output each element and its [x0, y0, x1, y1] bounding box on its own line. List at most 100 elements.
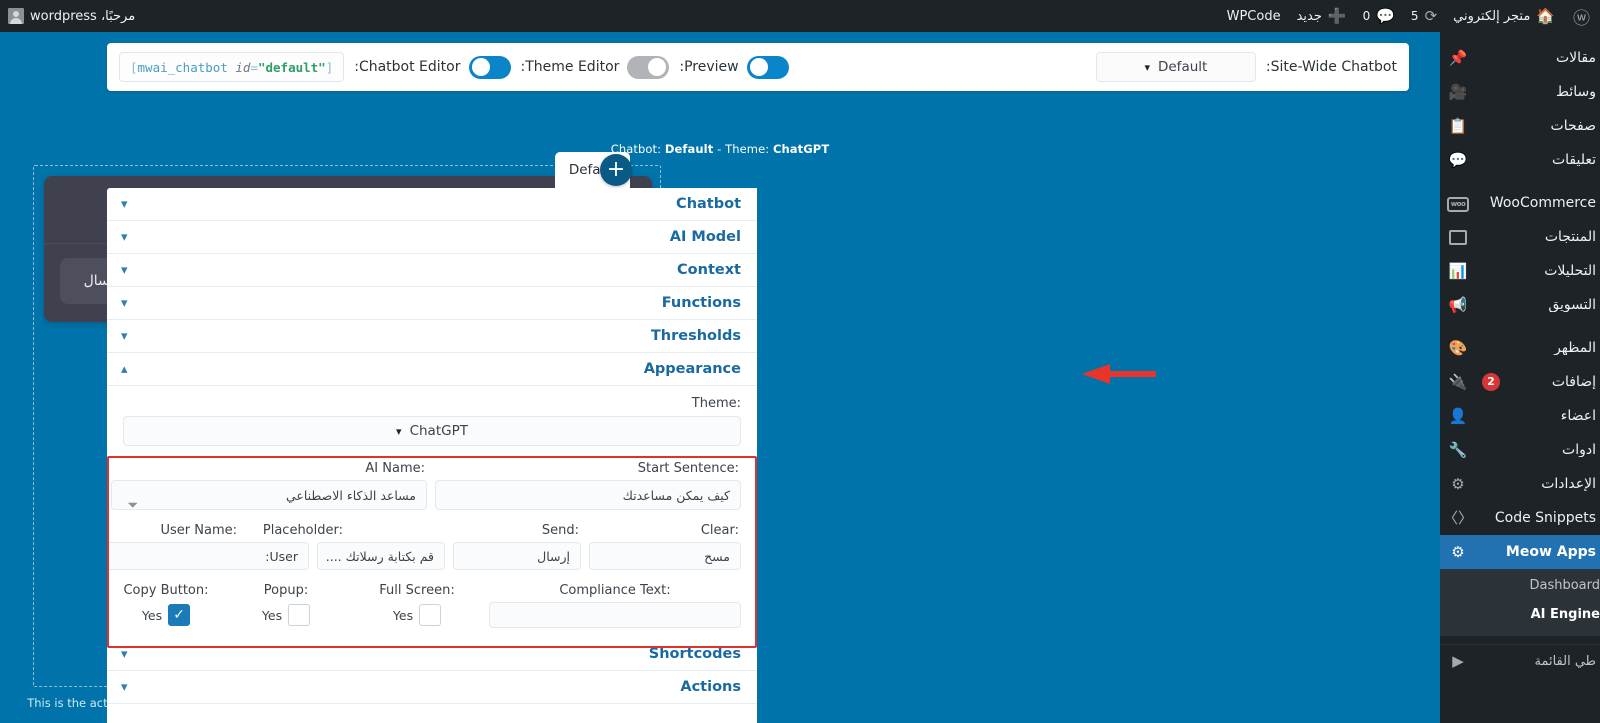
ai-name-label: AI Name: — [365, 461, 425, 476]
sidebar-item-tools[interactable]: أدوات 🔧 — [1440, 433, 1600, 467]
sidebar-item-code-snippets[interactable]: Code Snippets 〈〉 — [1440, 501, 1600, 535]
send-label: Send: — [541, 523, 579, 538]
clear-input[interactable]: مسح — [589, 542, 741, 570]
compliance-text-label: Compliance Text: — [559, 583, 671, 598]
accordion-section-appearance[interactable]: Appearance ▴ — [107, 353, 757, 386]
popup-checkbox[interactable] — [288, 604, 311, 626]
sidebar-item-analytics[interactable]: التحليلات 📊 — [1440, 254, 1600, 288]
collapse-menu-button[interactable]: طي القائمة ▶ — [1440, 643, 1600, 678]
accordion-section-ai-model[interactable]: AI Model ▾ — [107, 221, 757, 254]
theme-field-group: Theme: ChatGPT ▾ — [123, 386, 741, 446]
start-sentence-input[interactable]: كيف يمكن مساعدتك — [435, 480, 741, 510]
chevron-down-icon: ▾ — [396, 424, 402, 438]
sidebar-item-label: Meow Apps — [1505, 545, 1596, 559]
section-label: Context — [677, 262, 741, 278]
theme-editor-toggle[interactable] — [627, 55, 670, 79]
shortcode-input[interactable]: [mwai_chatbot id = "default"] — [119, 52, 345, 82]
shortcode-attr: id — [235, 59, 251, 75]
accordion-section-shortcodes[interactable]: Shortcodes ▾ — [107, 638, 757, 671]
admin-sidebar-menu[interactable]: مقالات 📌 وسائط 🎥 صفحات 📋 تعليقات 💬 WooCo… — [1440, 32, 1600, 723]
sidebar-item-appearance[interactable]: المظهر 🎨 — [1440, 331, 1600, 365]
sidebar-item-pages[interactable]: صفحات 📋 — [1440, 109, 1600, 143]
woo-icon: woo — [1440, 194, 1476, 212]
sidebar-item-posts[interactable]: مقالات 📌 — [1440, 41, 1600, 75]
accordion-section-functions[interactable]: Functions ▾ — [107, 287, 757, 320]
products-icon — [1440, 229, 1476, 245]
ai-name-input[interactable]: مساعد الذكاء الاصطناعي — [111, 480, 427, 510]
accordion-section-thresholds[interactable]: Thresholds ▾ — [107, 320, 757, 353]
sidebar-item-woocommerce[interactable]: WooCommerce woo — [1440, 186, 1600, 220]
collapse-menu-label: طي القائمة — [1534, 654, 1596, 668]
sidebar-item-label: التحليلات — [1544, 264, 1596, 278]
new-content-menu[interactable]: ➕ جديد — [1289, 0, 1355, 32]
caption-theme-name: ChatGPT — [772, 142, 830, 156]
clear-label: Clear: — [700, 523, 739, 538]
sidebar-item-plugins[interactable]: إضافات 2 🔌 — [1440, 365, 1600, 399]
wpcode-menu[interactable]: WPCode — [1219, 0, 1289, 32]
comments-menu[interactable]: 💬 0 — [1355, 0, 1403, 32]
full-screen-checkbox[interactable] — [419, 604, 442, 626]
admin-bar-right-group: ⓦ 🏠 متجر إلكتروني ⟳ 5 💬 0 ➕ جديد WPCode — [1219, 0, 1600, 32]
sidebar-item-meow-apps[interactable]: Meow Apps ⚙ — [1440, 535, 1600, 569]
copy-button-checkbox-group[interactable]: ✓ Yes — [113, 602, 219, 628]
my-account-menu[interactable]: مرحبًا، wordpress — [0, 0, 143, 32]
updates-menu[interactable]: ⟳ 5 — [1403, 0, 1445, 32]
preview-toggle[interactable] — [746, 55, 789, 79]
submenu-meow-apps[interactable]: Dashboard AI Engine — [1440, 569, 1600, 636]
sidebar-item-comments[interactable]: تعليقات 💬 — [1440, 143, 1600, 177]
sidebar-item-label: إضافات — [1551, 375, 1596, 389]
theme-select[interactable]: ChatGPT ▾ — [123, 416, 741, 446]
compliance-text-input[interactable] — [489, 602, 741, 628]
preview-toggle-group[interactable]: Preview: — [679, 55, 789, 79]
users-icon: 👤 — [1448, 406, 1468, 425]
updates-count: 5 — [1410, 9, 1419, 23]
accordion-section-context[interactable]: Context ▾ — [107, 254, 757, 287]
submenu-item-dashboard[interactable]: Dashboard — [1529, 578, 1600, 593]
wordpress-logo-icon[interactable]: ⓦ — [1573, 8, 1590, 29]
full-screen-checkbox-group[interactable]: Yes — [353, 602, 481, 628]
chatbot-editor-toggle[interactable] — [468, 55, 511, 79]
sidebar-item-users[interactable]: أعضاء 👤 — [1440, 399, 1600, 433]
send-input[interactable]: إرسال — [453, 542, 581, 570]
popup-checkbox-group[interactable]: Yes — [227, 602, 345, 628]
main-content-canvas: Site-Wide Chatbot: Default ▾ Preview: Th… — [0, 32, 1440, 723]
chevron-down-icon: ▾ — [1144, 60, 1150, 74]
bottom-accordion-group: Shortcodes ▾ Actions ▾ — [107, 638, 757, 704]
sidebar-item-marketing[interactable]: التسويق 📢 — [1440, 288, 1600, 322]
sidebar-item-settings[interactable]: الإعدادات ⚙ — [1440, 467, 1600, 501]
wpcode-label: WPCode — [1226, 8, 1281, 24]
site-name-label: متجر إلكتروني — [1453, 8, 1531, 24]
copy-button-checkbox[interactable]: ✓ — [168, 604, 191, 626]
sidebar-item-label: وسائط — [1556, 85, 1596, 99]
placeholder-input[interactable]: قم بكتابة رسلاتك .... — [317, 542, 445, 570]
chatbot-toolbar: Site-Wide Chatbot: Default ▾ Preview: Th… — [107, 43, 1409, 91]
sidebar-item-media[interactable]: وسائط 🎥 — [1440, 75, 1600, 109]
pin-icon: 📌 — [1448, 48, 1468, 67]
accordion-section-chatbot[interactable]: Chatbot ▾ — [107, 188, 757, 221]
chatbot-editor-toggle-group[interactable]: Chatbot Editor: — [354, 55, 511, 79]
appearance-row2-labels: Clear: Send: Placeholder: User Name: — [123, 516, 741, 542]
sidebar-item-products[interactable]: المنتجات — [1440, 220, 1600, 254]
shortcode-open-bracket: [ — [130, 59, 138, 75]
plus-icon: ➕ — [1327, 6, 1347, 25]
submenu-item-ai-engine[interactable]: AI Engine — [1530, 606, 1600, 622]
admin-bar-account-group[interactable]: مرحبًا، wordpress — [0, 0, 143, 32]
popup-label: Popup: — [263, 583, 309, 598]
sidebar-item-label: Code Snippets — [1494, 511, 1596, 525]
user-name-input[interactable]: User: — [107, 542, 309, 570]
media-icon: 🎥 — [1448, 82, 1468, 101]
preview-label: Preview: — [679, 59, 739, 75]
theme-editor-toggle-group[interactable]: Theme Editor: — [521, 55, 670, 79]
section-label: AI Model — [669, 229, 741, 245]
chevron-down-icon: ▾ — [121, 328, 128, 344]
admin-bar: ⓦ 🏠 متجر إلكتروني ⟳ 5 💬 0 ➕ جديد WPCode … — [0, 0, 1600, 32]
accordion-section-actions[interactable]: Actions ▾ — [107, 671, 757, 704]
shortcode-name: mwai_chatbot — [137, 59, 228, 75]
appearance-row1-labels: Start Sentence: AI Name: — [123, 454, 741, 480]
add-chatbot-button[interactable]: + — [600, 154, 632, 186]
appearance-row3-labels: Compliance Text: Full Screen: Popup: Cop… — [123, 576, 741, 602]
site-wide-chatbot-select[interactable]: Default ▾ — [1095, 52, 1256, 82]
site-name-menu[interactable]: 🏠 متجر إلكتروني — [1445, 0, 1563, 32]
toolbar-sitewide-group: Site-Wide Chatbot: Default ▾ — [1095, 52, 1397, 82]
caption-chatbot-name: Default — [664, 142, 714, 156]
